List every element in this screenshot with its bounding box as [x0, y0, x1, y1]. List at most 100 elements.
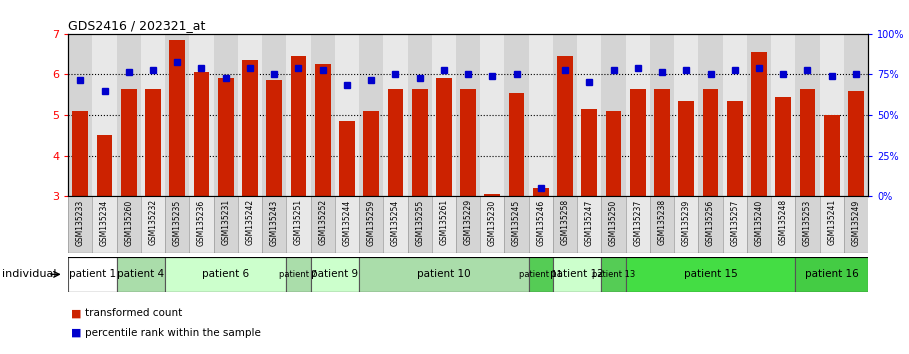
Bar: [286, 34, 311, 196]
Text: GSM135241: GSM135241: [827, 199, 836, 245]
Bar: [747, 196, 771, 253]
Bar: [557, 56, 573, 196]
Bar: [121, 88, 136, 196]
Bar: [68, 196, 93, 253]
Bar: [364, 111, 379, 196]
Bar: [625, 196, 650, 253]
Bar: [723, 34, 747, 196]
Bar: [509, 93, 524, 196]
Text: GSM135259: GSM135259: [366, 199, 375, 246]
Bar: [189, 34, 214, 196]
Text: GSM135237: GSM135237: [634, 199, 643, 246]
Text: patient 16: patient 16: [804, 269, 859, 279]
Bar: [432, 196, 456, 253]
Bar: [484, 194, 500, 196]
Text: GSM135247: GSM135247: [584, 199, 594, 246]
Bar: [93, 196, 116, 253]
Bar: [456, 196, 480, 253]
Bar: [311, 34, 335, 196]
Text: GSM135238: GSM135238: [657, 199, 666, 245]
Text: GSM135233: GSM135233: [75, 199, 85, 246]
Bar: [242, 60, 258, 196]
Text: GSM135257: GSM135257: [730, 199, 739, 246]
Text: GSM135231: GSM135231: [221, 199, 230, 245]
Bar: [194, 72, 209, 196]
Bar: [412, 88, 427, 196]
Bar: [460, 88, 476, 196]
Bar: [723, 196, 747, 253]
Text: GSM135255: GSM135255: [415, 199, 425, 246]
Bar: [286, 257, 311, 292]
Bar: [384, 34, 407, 196]
Bar: [335, 34, 359, 196]
Text: GSM135229: GSM135229: [464, 199, 473, 245]
Text: patient 12: patient 12: [550, 269, 604, 279]
Text: GSM135242: GSM135242: [245, 199, 255, 245]
Bar: [775, 97, 791, 196]
Bar: [553, 196, 577, 253]
Bar: [359, 196, 384, 253]
Text: GSM135252: GSM135252: [318, 199, 327, 245]
Bar: [214, 34, 238, 196]
Bar: [387, 88, 404, 196]
Bar: [650, 196, 674, 253]
Bar: [238, 196, 262, 253]
Bar: [116, 196, 141, 253]
Text: patient 6: patient 6: [202, 269, 249, 279]
Bar: [456, 34, 480, 196]
Bar: [504, 196, 529, 253]
Text: GSM135246: GSM135246: [536, 199, 545, 246]
Bar: [432, 34, 456, 196]
Text: ■: ■: [71, 328, 82, 338]
Bar: [407, 196, 432, 253]
Text: patient 4: patient 4: [117, 269, 165, 279]
Bar: [820, 34, 844, 196]
Bar: [359, 34, 384, 196]
Bar: [674, 196, 698, 253]
Bar: [165, 257, 286, 292]
Text: GSM135256: GSM135256: [706, 199, 715, 246]
Bar: [727, 101, 743, 196]
Bar: [698, 34, 723, 196]
Bar: [795, 257, 868, 292]
Text: GSM135232: GSM135232: [148, 199, 157, 245]
Bar: [291, 56, 306, 196]
Bar: [384, 196, 407, 253]
Bar: [504, 34, 529, 196]
Text: GDS2416 / 202321_at: GDS2416 / 202321_at: [68, 19, 205, 32]
Text: GSM135230: GSM135230: [488, 199, 497, 246]
Text: GSM135239: GSM135239: [682, 199, 691, 246]
Bar: [795, 34, 820, 196]
Bar: [436, 79, 452, 196]
Text: GSM135236: GSM135236: [197, 199, 206, 246]
Bar: [145, 88, 161, 196]
Bar: [311, 196, 335, 253]
Bar: [605, 111, 622, 196]
Text: GSM135249: GSM135249: [852, 199, 861, 246]
Text: patient 11: patient 11: [519, 270, 563, 279]
Bar: [654, 88, 670, 196]
Bar: [68, 257, 116, 292]
Bar: [169, 40, 185, 196]
Bar: [747, 34, 771, 196]
Bar: [262, 34, 286, 196]
Text: GSM135248: GSM135248: [779, 199, 788, 245]
Bar: [73, 111, 88, 196]
Bar: [96, 135, 113, 196]
Text: patient 1: patient 1: [69, 269, 116, 279]
Bar: [751, 52, 767, 196]
Bar: [68, 34, 93, 196]
Bar: [703, 88, 718, 196]
Text: percentile rank within the sample: percentile rank within the sample: [85, 328, 260, 338]
Bar: [553, 34, 577, 196]
Bar: [674, 34, 698, 196]
Bar: [214, 196, 238, 253]
Bar: [650, 34, 674, 196]
Bar: [771, 34, 795, 196]
Text: GSM135261: GSM135261: [439, 199, 448, 245]
Bar: [165, 196, 189, 253]
Bar: [238, 34, 262, 196]
Text: GSM135260: GSM135260: [125, 199, 134, 246]
Bar: [311, 257, 359, 292]
Bar: [529, 196, 553, 253]
